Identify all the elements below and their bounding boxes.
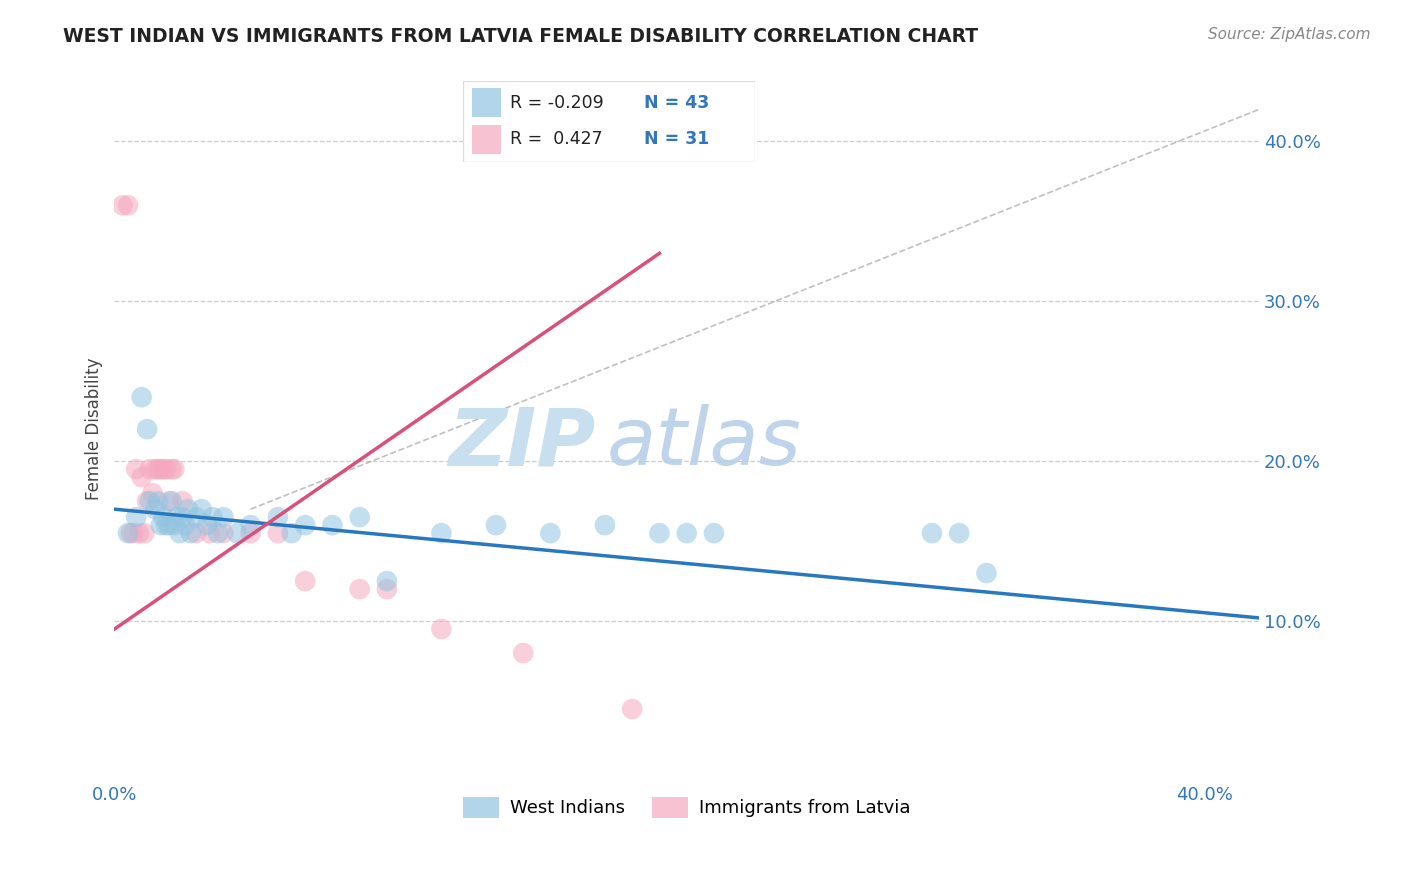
- Point: [152, 462, 174, 476]
- Point: [190, 502, 212, 516]
- Point: [226, 526, 249, 541]
- Point: [155, 462, 177, 476]
- Point: [136, 494, 159, 508]
- Text: atlas: atlas: [606, 404, 801, 483]
- Point: [172, 494, 194, 508]
- Point: [267, 510, 290, 524]
- Point: [120, 526, 142, 541]
- Point: [111, 198, 134, 212]
- Point: [703, 526, 725, 541]
- Point: [122, 526, 145, 541]
- Point: [207, 526, 229, 541]
- Point: [485, 518, 508, 533]
- Text: Source: ZipAtlas.com: Source: ZipAtlas.com: [1208, 27, 1371, 42]
- Point: [172, 510, 194, 524]
- Point: [131, 390, 153, 404]
- Point: [294, 518, 316, 533]
- Text: ZIP: ZIP: [447, 404, 595, 483]
- Point: [239, 518, 262, 533]
- Point: [149, 518, 172, 533]
- Point: [294, 574, 316, 588]
- Point: [143, 462, 166, 476]
- Point: [157, 518, 180, 533]
- Point: [166, 510, 188, 524]
- Point: [186, 510, 208, 524]
- Point: [117, 198, 139, 212]
- Point: [125, 510, 148, 524]
- Point: [160, 494, 183, 508]
- Point: [163, 518, 186, 533]
- Point: [157, 494, 180, 508]
- Point: [201, 510, 224, 524]
- Point: [267, 526, 290, 541]
- Point: [131, 470, 153, 484]
- Point: [149, 462, 172, 476]
- Text: WEST INDIAN VS IMMIGRANTS FROM LATVIA FEMALE DISABILITY CORRELATION CHART: WEST INDIAN VS IMMIGRANTS FROM LATVIA FE…: [63, 27, 979, 45]
- Point: [139, 462, 162, 476]
- Point: [117, 526, 139, 541]
- Point: [349, 510, 371, 524]
- Point: [195, 518, 218, 533]
- Point: [280, 526, 302, 541]
- Point: [212, 510, 235, 524]
- Point: [512, 646, 534, 660]
- Point: [430, 622, 453, 636]
- Point: [143, 502, 166, 516]
- Point: [921, 526, 943, 541]
- Point: [136, 422, 159, 436]
- Legend: West Indians, Immigrants from Latvia: West Indians, Immigrants from Latvia: [456, 789, 918, 825]
- Point: [152, 510, 174, 524]
- Point: [146, 462, 169, 476]
- Point: [177, 502, 200, 516]
- Point: [155, 518, 177, 533]
- Y-axis label: Female Disability: Female Disability: [86, 358, 103, 500]
- Point: [125, 462, 148, 476]
- Point: [169, 526, 191, 541]
- Point: [239, 526, 262, 541]
- Point: [375, 574, 398, 588]
- Point: [321, 518, 343, 533]
- Point: [675, 526, 697, 541]
- Point: [948, 526, 970, 541]
- Point: [212, 526, 235, 541]
- Point: [128, 526, 150, 541]
- Point: [180, 526, 202, 541]
- Point: [142, 486, 165, 500]
- Point: [349, 582, 371, 596]
- Point: [186, 526, 208, 541]
- Point: [648, 526, 671, 541]
- Point: [134, 526, 156, 541]
- Point: [375, 582, 398, 596]
- Point: [621, 702, 644, 716]
- Point: [139, 494, 162, 508]
- Point: [163, 462, 186, 476]
- Point: [174, 518, 197, 533]
- Point: [160, 462, 183, 476]
- Point: [976, 566, 998, 581]
- Point: [198, 526, 221, 541]
- Point: [593, 518, 616, 533]
- Point: [538, 526, 561, 541]
- Point: [146, 494, 169, 508]
- Point: [430, 526, 453, 541]
